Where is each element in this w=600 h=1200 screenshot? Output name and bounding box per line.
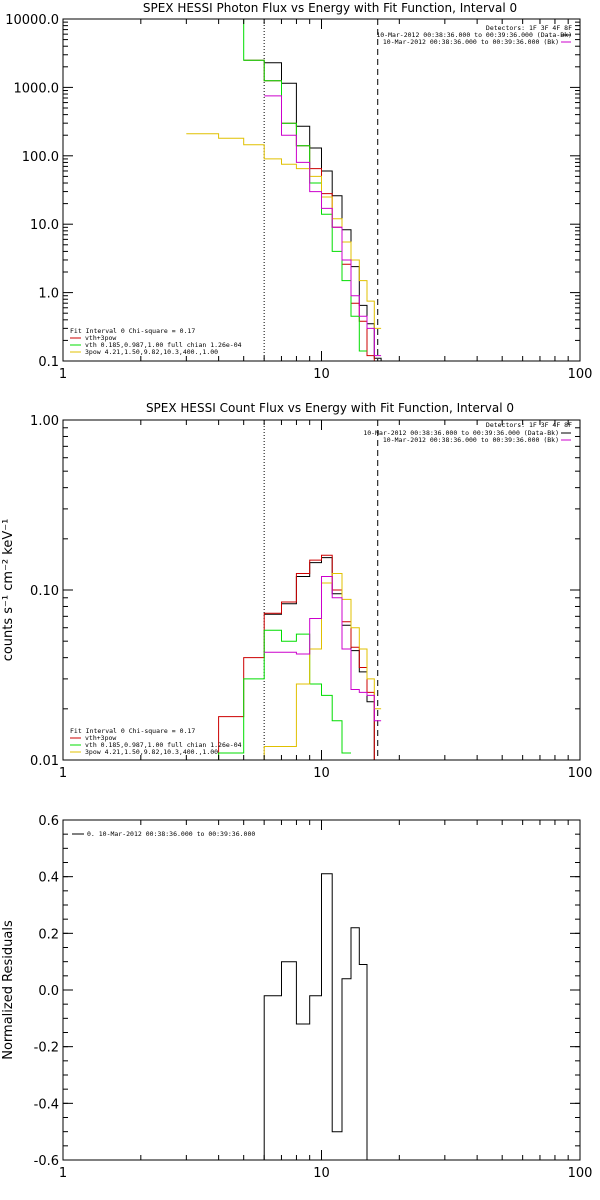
legend-data-minus-bk: 10-Mar-2012 00:38:36.000 to 00:39:36.000… [376,31,572,39]
detector-legend: Detectors: 1F 3F 4F 8F 10-Mar-2012 00:38… [363,421,572,444]
y-tick-label: 0.6 [38,814,59,829]
y-tick-label: 0.0 [38,984,59,999]
y-tick-label: 10.0 [30,218,59,233]
x-tick-label: 10 [313,1166,330,1181]
y-tick-label: 1000.0 [14,81,60,96]
y-tick-label: -0.6 [34,1154,59,1169]
series-data-minus-bk [263,873,368,1160]
y-tick-label: 0.4 [38,871,59,886]
x-tick-label: 1 [59,766,67,781]
x-tick-label: 100 [568,367,593,382]
y-tick-label: -0.4 [34,1097,59,1112]
y-tick-label: 0.2 [38,927,59,942]
y-axis-label: Normalized Residuals [1,920,16,1060]
y-tick-label: 0.10 [30,584,59,599]
legend-vth: vth 0.185,0.987,1.00 full chian 1.26e-04 [85,741,242,749]
x-tick-label: 1 [59,367,67,382]
detector-legend: Detectors: 1F 3F 4F 8F 10-Mar-2012 00:38… [376,24,572,46]
y-tick-label: 0.1 [38,355,59,370]
series-vth-plus-3pow [186,554,382,760]
legend-data-minus-bk: 10-Mar-2012 00:38:36.000 to 00:39:36.000… [363,429,559,437]
photon-flux-axes: 1 10 100 0.1 1.0 10.0 100.0 1000.0 10000.0 [5,13,592,382]
y-tick-label: -0.2 [34,1041,59,1056]
y-tick-label: 1.00 [30,414,59,429]
panel-title: SPEX HESSI Count Flux vs Energy with Fit… [146,401,514,415]
photon-flux-series [186,19,388,361]
series-data-minus-bk [264,62,388,361]
legend-bk: 10-Mar-2012 00:38:36.000 to 00:39:36.000… [383,38,559,46]
fit-legend: Fit Interval 0 Chi-square = 0.17 vth+3po… [70,727,242,756]
fit-legend: Fit Interval 0 Chi-square = 0.17 vth+3po… [70,327,242,356]
y-tick-label: 100.0 [22,150,59,165]
legend-residuals: 0. 10-Mar-2012 00:38:36.000 to 00:39:36.… [87,830,255,838]
legend-3pow: 3pow 4.21,1.50,9.82,10.3,400.,1.00 [85,748,218,756]
y-tick-label: 1.0 [38,287,59,302]
series-vth [186,629,351,760]
count-flux-series [186,420,382,760]
legend-fit-interval: Fit Interval 0 Chi-square = 0.17 [70,727,195,735]
legend-vth-3pow: vth+3pow [85,334,116,342]
count-flux-axes: 1 10 100 0.01 0.10 1.00 [30,414,592,781]
series-three-pow [218,573,382,760]
series-data-minus-bk [264,557,382,760]
series-background [264,95,382,357]
x-tick-label: 10 [313,367,330,382]
legend-vth-3pow: vth+3pow [85,734,116,742]
series-background [264,576,382,722]
legend-bk: 10-Mar-2012 00:38:36.000 to 00:39:36.000… [383,436,559,444]
legend-3pow: 3pow 4.21,1.50,9.82,10.3,400.,1.00 [85,348,218,356]
residuals-panel: Normalized Residuals 1 10 100 -0.6 -0.4 -0.2 0… [1,814,592,1181]
legend-vth: vth 0.185,0.987,1.00 full chian 1.26e-04 [85,341,242,349]
legend-fit-interval: Fit Interval 0 Chi-square = 0.17 [70,327,195,335]
x-tick-label: 100 [568,766,593,781]
residuals-axes: 1 10 100 -0.6 -0.4 -0.2 0.0 0.2 0.4 0.6 [34,814,593,1181]
legend-detectors: Detectors: 1F 3F 4F 8F [486,421,572,429]
series-vth [186,19,367,352]
residuals-legend: 0. 10-Mar-2012 00:38:36.000 to 00:39:36.… [72,830,255,838]
x-tick-label: 100 [568,1166,593,1181]
x-tick-label: 1 [59,1166,67,1181]
count-flux-panel: SPEX HESSI Count Flux vs Energy with Fit… [1,401,592,781]
y-tick-label: 0.01 [30,754,59,769]
y-tick-label: 10000.0 [5,13,59,28]
panel-title: SPEX HESSI Photon Flux vs Energy with Fi… [143,1,517,15]
x-tick-label: 10 [313,766,330,781]
photon-flux-panel: SPEX HESSI Photon Flux vs Energy with Fi… [5,1,592,382]
legend-detectors: Detectors: 1F 3F 4F 8F [486,24,572,32]
residuals-series [263,873,368,1160]
y-axis-label: counts s⁻¹ cm⁻² keV⁻¹ [1,519,16,662]
series-three-pow [186,133,382,329]
